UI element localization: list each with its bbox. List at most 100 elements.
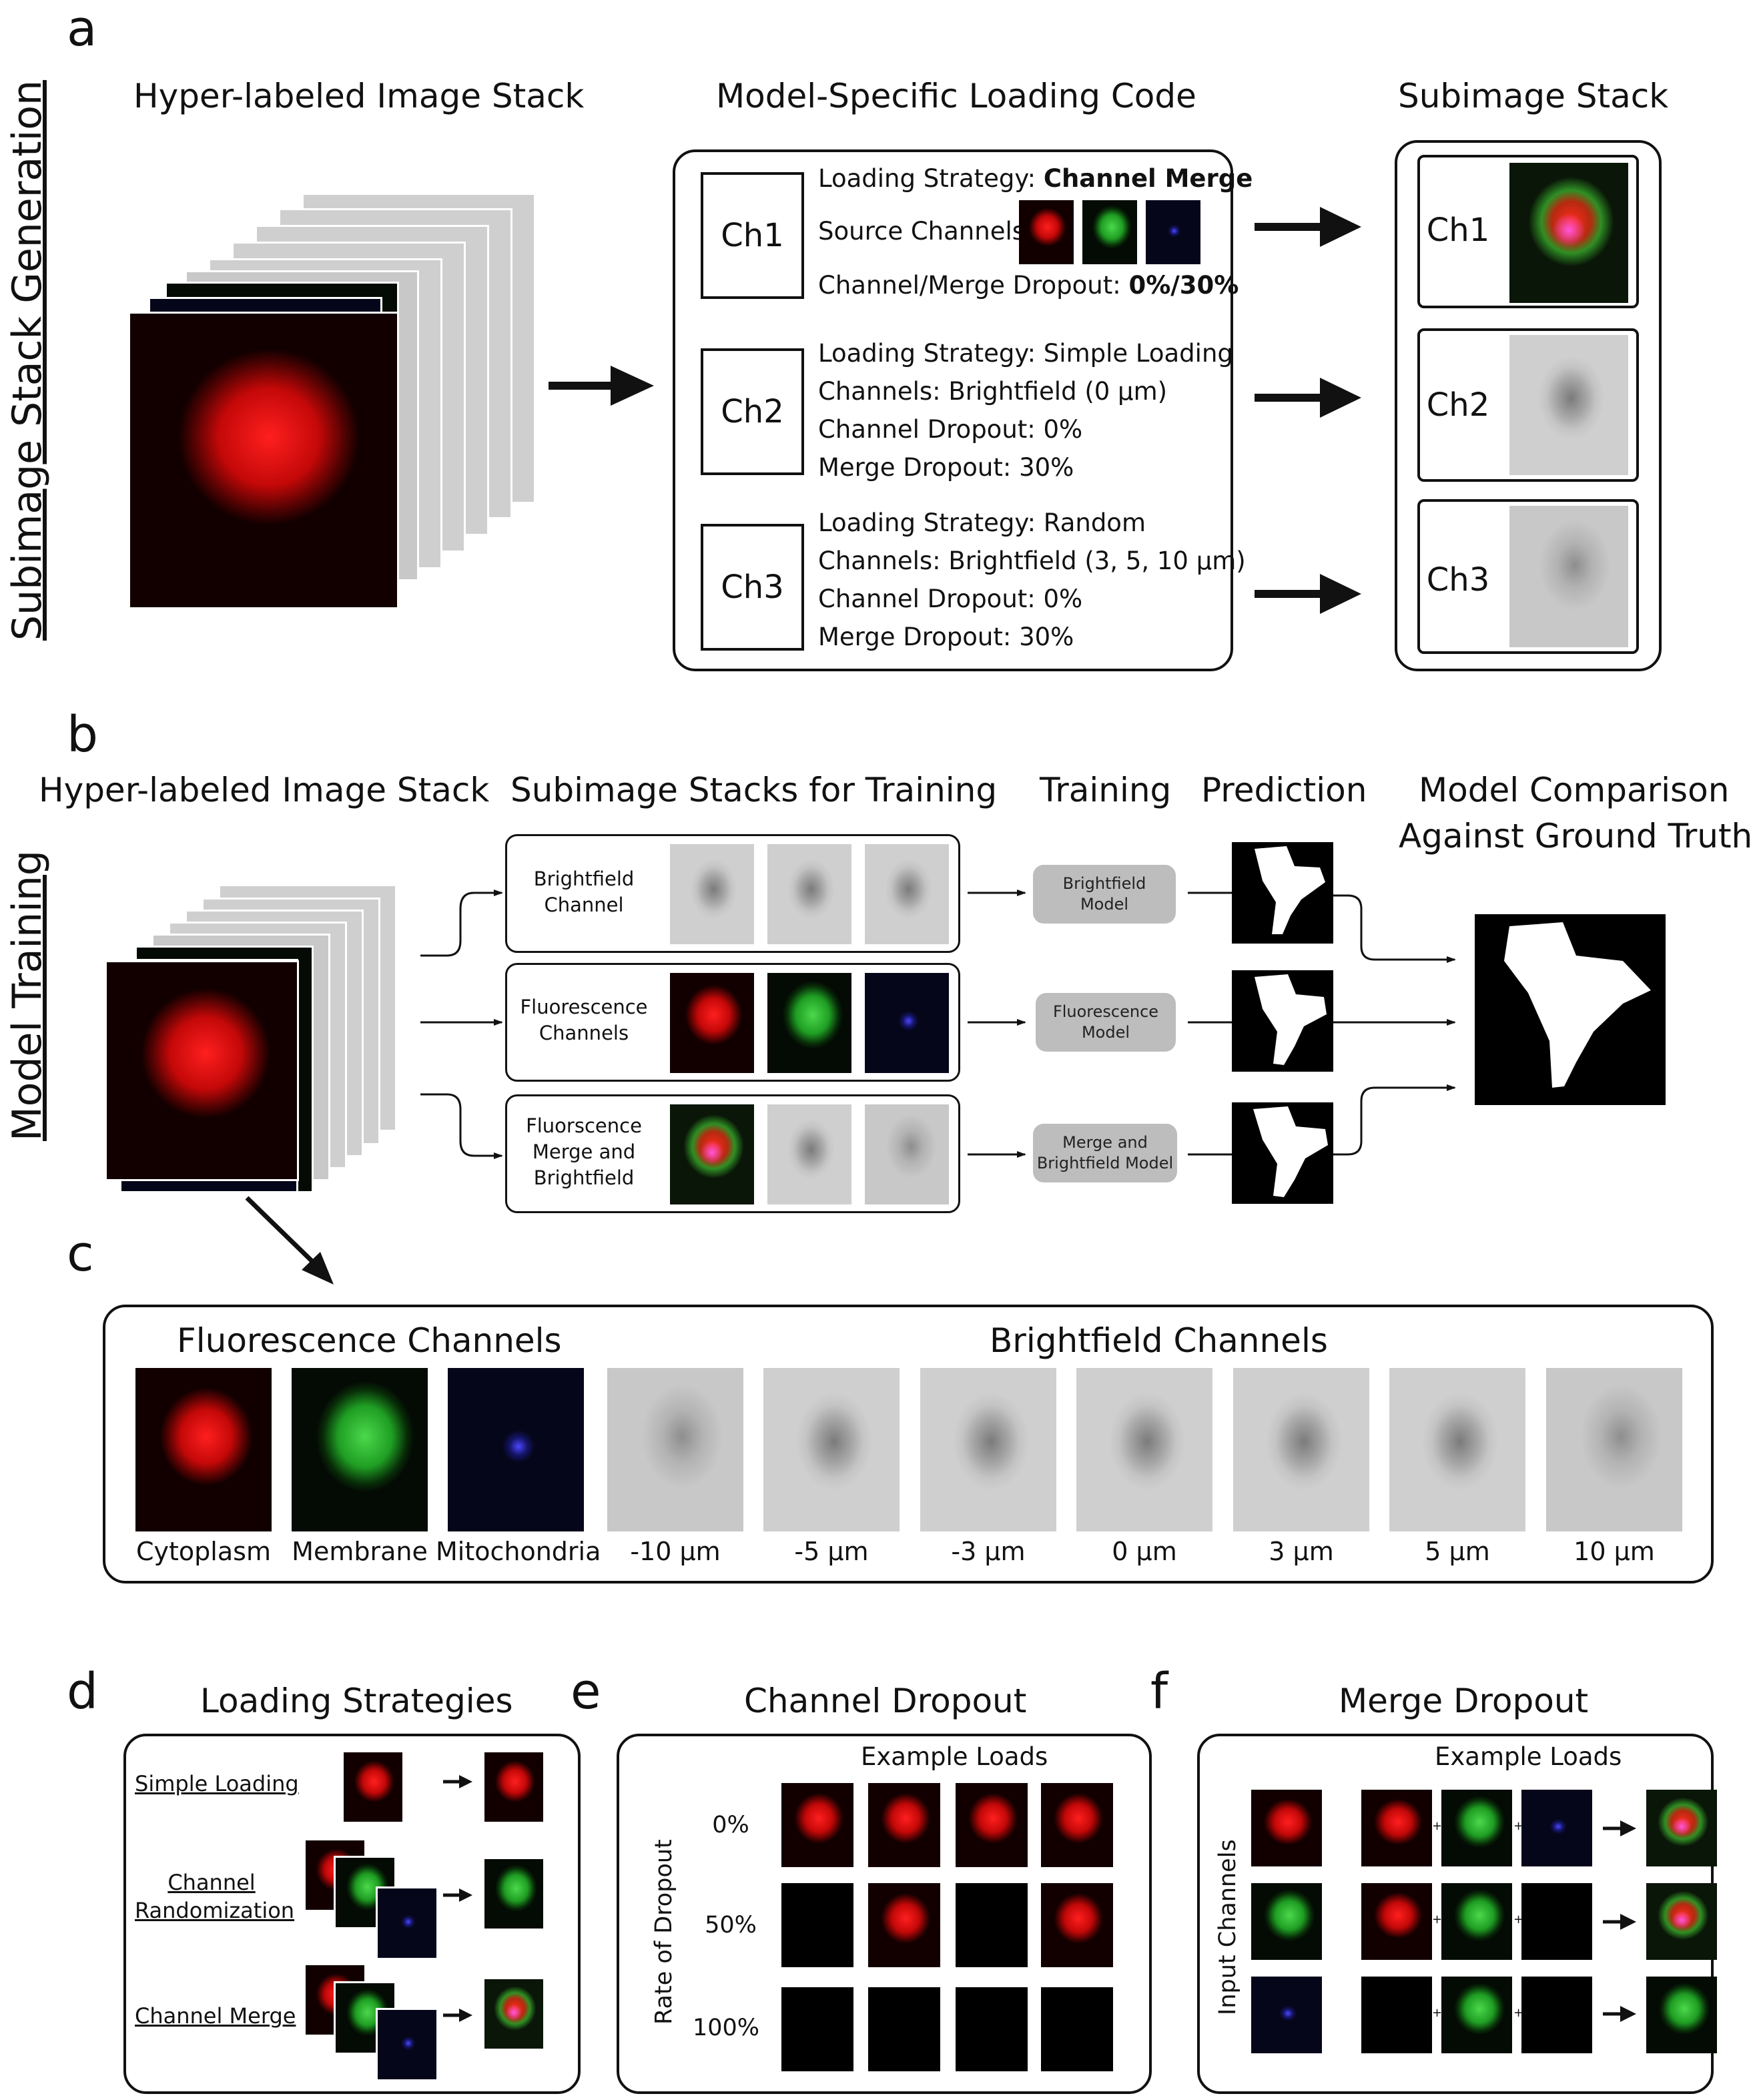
f-row3-green <box>1441 1977 1512 2053</box>
f-example-loads: Example Loads <box>1435 1742 1622 1771</box>
b-row3-label-3: Brightfield <box>533 1166 635 1190</box>
b-row3-thumb-bf-2 <box>865 1104 949 1204</box>
title-b-model-comparison-1: Model Comparison <box>1419 771 1730 809</box>
title-merge-dropout: Merge Dropout <box>1339 1682 1589 1720</box>
f-row2-green <box>1441 1883 1512 1960</box>
ch2-line-2: Channels: Brightfield (0 µm) <box>818 377 1168 406</box>
model3-line-2: Brightfield Model <box>1036 1154 1174 1172</box>
b-row2-label-2: Channels <box>539 1022 629 1045</box>
ch3-line-3: Channel Dropout: 0% <box>818 585 1083 613</box>
b-row-merge-label: Fluorscence Merge and Brightfield <box>514 1113 654 1191</box>
ch1-dropout-value: 0%/30% <box>1128 271 1239 300</box>
ch1-source-red-thumb <box>1019 200 1074 264</box>
arrow-code-to-ch2 <box>1255 378 1361 418</box>
e-50-load-2 <box>868 1883 940 1967</box>
c-bf-minus3-image <box>920 1368 1056 1531</box>
ch1-source-channels-label: Source Channels: <box>818 217 1034 246</box>
out-ch3-brightfield-image <box>1509 506 1628 647</box>
f-input-green <box>1251 1883 1322 1960</box>
b-cytoplasm-image <box>105 960 299 1181</box>
c-bf-10-image <box>1546 1368 1682 1531</box>
d-simple-output <box>484 1752 543 1822</box>
f-plus-2: + <box>1513 1819 1524 1833</box>
d-simple-loading-label: Simple Loading <box>135 1771 299 1796</box>
e-row-50: 50% <box>705 1912 757 1939</box>
ch1-strategy-prefix: Loading Strategy: <box>818 164 1044 193</box>
ch3-line-1: Loading Strategy: Random <box>818 508 1146 537</box>
out-ch1-label: Ch1 <box>1426 212 1490 249</box>
c-bf-5-image <box>1389 1368 1525 1531</box>
b-row3-label-1: Fluorscence <box>526 1114 642 1137</box>
panel-letter-d: d <box>67 1663 98 1720</box>
arrow-stack-to-panel-c <box>245 1196 334 1285</box>
panel-letter-c: c <box>67 1225 94 1283</box>
model2-line-1: Fluorescence <box>1052 1002 1159 1021</box>
d-simple-input <box>344 1752 402 1822</box>
prediction-mask-shape-3 <box>1253 1106 1328 1197</box>
e-100-load-1 <box>781 1987 853 2071</box>
c-bf-minus10-image <box>607 1368 743 1531</box>
title-b-hyper-labeled-stack: Hyper-labeled Image Stack <box>39 771 490 809</box>
d-channel-label: Channel <box>167 1870 256 1895</box>
ch2-label-box: Ch2 <box>701 348 804 475</box>
title-b-subimage-stacks: Subimage Stacks for Training <box>510 771 998 809</box>
b-row2-thumb-red <box>670 973 754 1073</box>
title-loading-code: Model-Specific Loading Code <box>716 77 1196 115</box>
f-row2-dropped <box>1521 1883 1592 1960</box>
ground-truth-mask-shape <box>1504 922 1651 1088</box>
title-channel-dropout: Channel Dropout <box>744 1682 1027 1720</box>
b-row2-thumb-blue <box>865 973 949 1073</box>
ch1-source-blue-thumb <box>1146 200 1200 264</box>
title-loading-strategies: Loading Strategies <box>200 1682 513 1720</box>
caption-membrane: Membrane <box>292 1537 428 1566</box>
b-row1-thumb-3 <box>865 844 949 944</box>
b-row3-thumb-bf-1 <box>767 1104 851 1204</box>
out-ch1-merge-image <box>1509 163 1628 303</box>
ch3-line-2: Channels: Brightfield (3, 5, 10 µm) <box>818 547 1246 575</box>
d-rand-output <box>484 1859 543 1929</box>
ch1-strategy-line: Loading Strategy: Channel Merge <box>818 164 1253 193</box>
f-plus-1: + <box>1432 1819 1443 1833</box>
ch2-line-4: Merge Dropout: 30% <box>818 453 1074 482</box>
fluorescence-model-pill: Fluorescence Model <box>1036 993 1176 1052</box>
panel-letter-b: b <box>67 706 98 763</box>
e-0-load-1 <box>781 1783 853 1867</box>
out-ch2-brightfield-image <box>1509 335 1628 475</box>
caption-3: 3 µm <box>1269 1537 1334 1566</box>
e-50-load-4 <box>1041 1883 1113 1967</box>
f-row2-red <box>1361 1883 1432 1960</box>
title-brightfield-channels: Brightfield Channels <box>990 1321 1328 1360</box>
d-randomization-label: Randomization <box>135 1898 295 1923</box>
d-arrows <box>443 1775 472 2022</box>
title-hyper-labeled-stack: Hyper-labeled Image Stack <box>133 77 585 115</box>
arrow-code-to-ch1 <box>1255 207 1361 247</box>
f-row2-output <box>1646 1883 1717 1960</box>
c-bf-0-image <box>1076 1368 1212 1531</box>
panel-letter-e: e <box>571 1663 601 1720</box>
out-ch2-label: Ch2 <box>1426 386 1490 424</box>
out-ch3-label: Ch3 <box>1426 561 1490 599</box>
e-50-load-3 <box>956 1883 1028 1967</box>
caption-5: 5 µm <box>1425 1537 1490 1566</box>
ch1-dropout-prefix: Channel/Merge Dropout: <box>818 271 1129 300</box>
f-row1-green <box>1441 1790 1512 1866</box>
title-subimage-stack: Subimage Stack <box>1398 77 1669 115</box>
caption-10: 10 µm <box>1573 1537 1655 1566</box>
b-row1-thumb-1 <box>670 844 754 944</box>
b-row-fluorescence-label: Fluorescence Channels <box>514 994 654 1046</box>
prediction-mask-shape-1 <box>1255 846 1325 934</box>
b-prediction-to-ground-truth <box>1333 894 1456 1156</box>
title-b-model-comparison-2: Against Ground Truth <box>1399 817 1751 855</box>
ch2-line-1: Loading Strategy: Simple Loading <box>818 339 1233 368</box>
b-row2-thumb-green <box>767 973 851 1073</box>
caption-cytoplasm: Cytoplasm <box>136 1537 271 1566</box>
d-channel-merge-label: Channel Merge <box>135 2003 296 2029</box>
model1-line-1: Brightfield <box>1062 873 1146 893</box>
b-row3-thumb-merge <box>670 1104 754 1204</box>
e-100-load-4 <box>1041 1987 1113 2071</box>
b-row-to-model-arrows <box>968 890 1026 1158</box>
e-50-load-1 <box>781 1883 853 1967</box>
f-input-blue <box>1251 1977 1322 2053</box>
e-100-load-2 <box>868 1987 940 2071</box>
caption-minus5: -5 µm <box>794 1537 869 1566</box>
